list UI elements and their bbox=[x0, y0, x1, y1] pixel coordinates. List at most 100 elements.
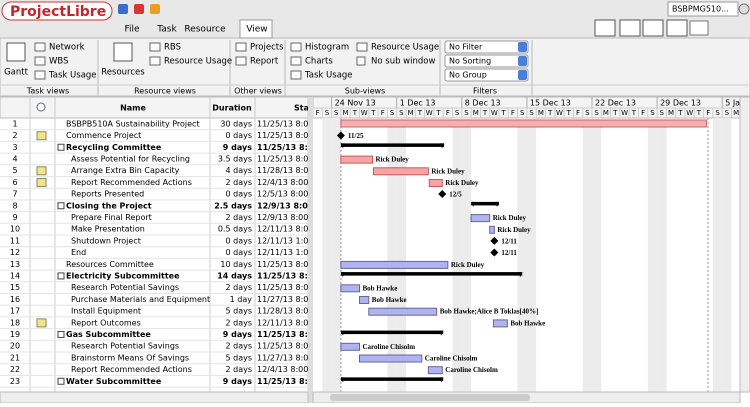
ribbon-icon[interactable] bbox=[149, 56, 161, 66]
collapse-toggle[interactable] bbox=[57, 202, 65, 210]
task-start[interactable]: 11/25/13 8:0 bbox=[257, 342, 308, 351]
task-start[interactable]: 11/25/13 8:0 bbox=[257, 131, 308, 140]
ribbon-icon[interactable] bbox=[235, 42, 247, 52]
task-start[interactable]: 11/25/13 8:0 bbox=[257, 271, 314, 280]
ribbon-icon[interactable] bbox=[356, 42, 368, 52]
row-id[interactable]: 4 bbox=[12, 154, 17, 163]
ribbon-icon[interactable] bbox=[149, 42, 161, 52]
task-duration[interactable]: 5 days bbox=[225, 307, 252, 316]
task-start[interactable]: 11/25/13 8:0 bbox=[257, 377, 314, 386]
project-selector-box[interactable] bbox=[667, 1, 739, 17]
h-scroll-thumb[interactable] bbox=[330, 394, 530, 401]
dropdown-value[interactable]: No Sorting bbox=[449, 57, 491, 66]
task-name[interactable]: End bbox=[71, 248, 86, 257]
task-start[interactable]: 11/27/13 8:0 bbox=[257, 353, 308, 362]
summary-bar[interactable] bbox=[340, 143, 445, 147]
ribbon-button[interactable]: Histogram bbox=[305, 43, 349, 53]
task-name[interactable]: Recycling Committee bbox=[66, 143, 162, 152]
help-icon[interactable] bbox=[738, 3, 750, 15]
task-duration[interactable]: 0 days bbox=[225, 248, 252, 257]
task-name[interactable]: Purchase Materials and Equipment bbox=[71, 295, 210, 304]
summary-bar[interactable] bbox=[340, 272, 523, 276]
menu-tab[interactable]: View bbox=[246, 25, 267, 35]
row-id[interactable]: 1 bbox=[12, 119, 17, 128]
ribbon-icon[interactable] bbox=[34, 56, 46, 66]
row-id[interactable]: 9 bbox=[12, 213, 17, 222]
column-header[interactable]: Name bbox=[120, 104, 146, 113]
task-bar[interactable] bbox=[428, 179, 443, 187]
task-start[interactable]: 12/5/13 8:00 bbox=[257, 190, 308, 199]
ribbon-icon[interactable] bbox=[290, 56, 302, 66]
task-duration[interactable]: 3.5 days bbox=[218, 154, 252, 163]
task-duration[interactable]: 4 days bbox=[225, 166, 252, 175]
summary-bar[interactable] bbox=[471, 201, 499, 206]
task-start[interactable]: 12/11/13 1:0 bbox=[257, 236, 308, 245]
task-start[interactable]: 11/28/13 8:0 bbox=[257, 166, 308, 175]
ribbon-button[interactable]: Charts bbox=[305, 57, 333, 67]
task-duration[interactable]: 2 days bbox=[225, 365, 252, 374]
ribbon-icon[interactable] bbox=[290, 70, 302, 80]
task-bar[interactable] bbox=[359, 296, 370, 304]
task-bar[interactable] bbox=[340, 260, 449, 269]
task-bar[interactable] bbox=[340, 284, 360, 293]
task-duration[interactable]: 14 days bbox=[217, 271, 252, 280]
project-selector[interactable]: BSBPMG510... bbox=[672, 5, 729, 14]
task-start[interactable]: 11/25/13 8:0 bbox=[257, 154, 308, 163]
view-icon[interactable] bbox=[619, 19, 641, 37]
toolbar-icon[interactable] bbox=[150, 4, 160, 14]
task-name[interactable]: Make Presentation bbox=[71, 225, 145, 234]
task-name[interactable]: Install Equipment bbox=[71, 307, 141, 316]
row-id[interactable]: 16 bbox=[10, 295, 20, 304]
ribbon-icon[interactable] bbox=[34, 70, 46, 80]
checkbox[interactable] bbox=[356, 56, 366, 66]
column-header[interactable]: Star bbox=[294, 104, 313, 113]
task-start[interactable]: 11/25/13 8:0 bbox=[257, 119, 308, 128]
collapse-toggle[interactable] bbox=[57, 377, 65, 385]
row-id[interactable]: 13 bbox=[10, 260, 20, 269]
table-scrollbar[interactable] bbox=[0, 391, 309, 404]
dropdown[interactable] bbox=[444, 54, 529, 68]
task-duration[interactable]: 2.5 days bbox=[214, 201, 252, 210]
task-start[interactable]: 11/25/13 8:0 bbox=[257, 330, 314, 339]
row-id[interactable]: 3 bbox=[12, 143, 17, 152]
collapse-toggle[interactable] bbox=[57, 272, 65, 280]
task-duration[interactable]: 9 days bbox=[223, 330, 252, 339]
menu-tab[interactable]: Task bbox=[156, 25, 177, 35]
row-id[interactable]: 20 bbox=[10, 342, 20, 351]
task-bar[interactable] bbox=[359, 354, 423, 363]
milestone[interactable] bbox=[438, 190, 447, 199]
task-start[interactable]: 12/11/13 8:0 bbox=[257, 318, 308, 327]
task-name[interactable]: Reports Presented bbox=[71, 190, 144, 199]
task-name[interactable]: Arrange Extra Bin Capacity bbox=[71, 166, 180, 175]
row-id[interactable]: 8 bbox=[12, 201, 17, 210]
task-duration[interactable]: 0.5 days bbox=[218, 225, 252, 234]
task-name[interactable]: Prepare Final Report bbox=[71, 213, 152, 222]
dropdown-arrow[interactable] bbox=[518, 70, 527, 80]
milestone[interactable] bbox=[336, 131, 345, 140]
row-id[interactable]: 12 bbox=[10, 248, 20, 257]
milestone[interactable] bbox=[490, 248, 499, 257]
task-name[interactable]: Water Subcommittee bbox=[66, 377, 162, 386]
row-id[interactable]: 17 bbox=[10, 307, 20, 316]
row-id[interactable]: 22 bbox=[10, 365, 20, 374]
task-name[interactable]: Report Outcomes bbox=[71, 318, 141, 327]
toolbar-icon[interactable] bbox=[134, 4, 144, 14]
dropdown-value[interactable]: No Filter bbox=[449, 43, 483, 52]
ribbon-button[interactable]: Resources bbox=[101, 68, 145, 78]
ribbon-icon[interactable] bbox=[235, 56, 247, 66]
ribbon-icon[interactable] bbox=[290, 42, 302, 52]
task-start[interactable]: 11/25/13 8:0 bbox=[257, 143, 314, 152]
row-id[interactable]: 14 bbox=[10, 271, 20, 280]
dropdown-arrow[interactable] bbox=[518, 42, 527, 52]
task-duration[interactable]: 5 days bbox=[225, 353, 252, 362]
ribbon-checkbox-label[interactable]: No sub window bbox=[371, 57, 435, 67]
task-name[interactable]: Gas Subcommittee bbox=[66, 330, 151, 339]
task-duration[interactable]: 1 day bbox=[230, 295, 253, 304]
task-name[interactable]: Report Recommended Actions bbox=[71, 178, 192, 187]
task-bar[interactable] bbox=[372, 167, 429, 176]
milestone[interactable] bbox=[490, 236, 499, 245]
view-icon[interactable] bbox=[666, 19, 688, 37]
v-scrollbar[interactable] bbox=[739, 96, 750, 393]
task-name[interactable]: Brainstorm Means Of Savings bbox=[71, 353, 189, 362]
menu-tab[interactable]: File bbox=[124, 25, 140, 35]
